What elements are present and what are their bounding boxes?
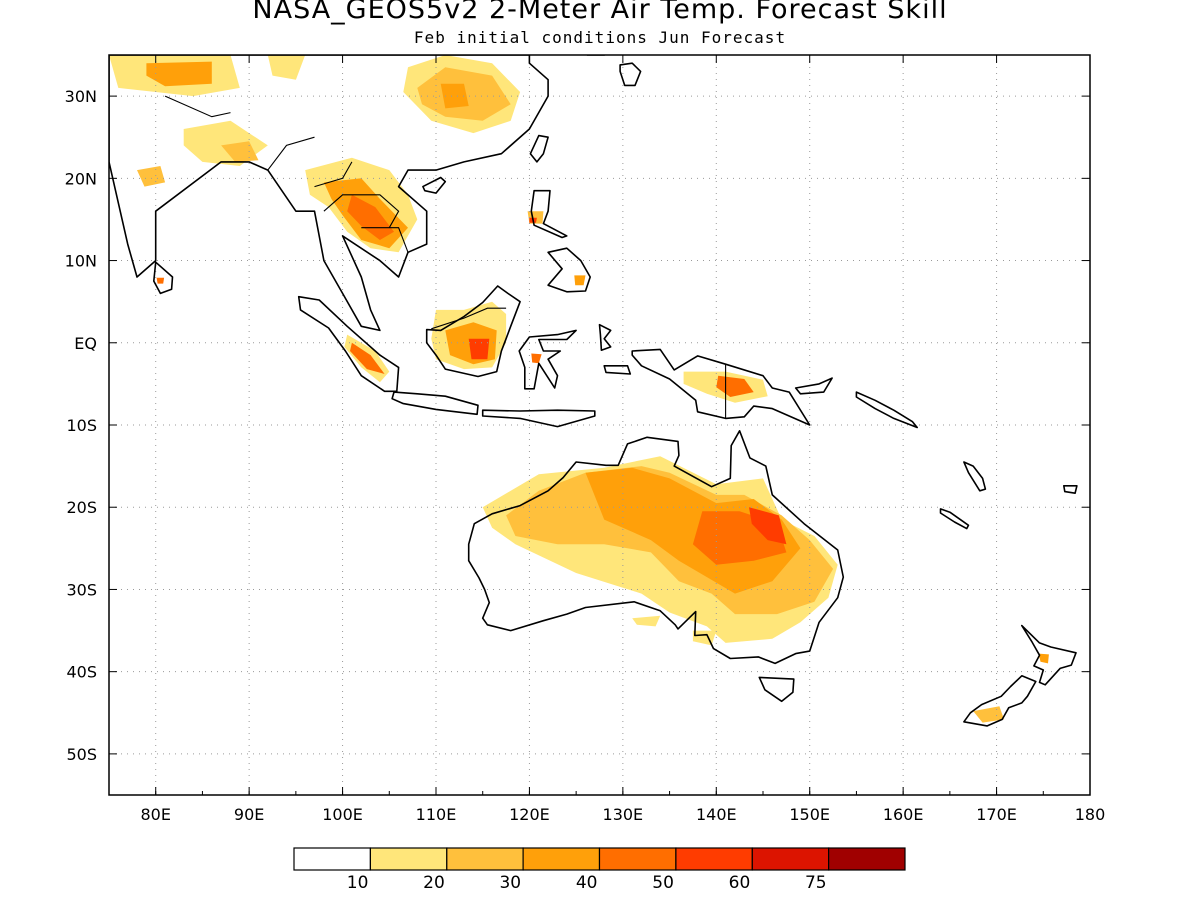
skill-contour-level-4 bbox=[347, 194, 394, 240]
coastline bbox=[109, 55, 549, 332]
colorbar-swatch bbox=[598, 847, 677, 871]
country-border bbox=[267, 136, 315, 171]
skill-contour-level-4 bbox=[531, 353, 542, 364]
colorbar-label: 50 bbox=[652, 873, 674, 893]
skill-contour-level-3 bbox=[574, 275, 586, 286]
colorbar-label: 75 bbox=[805, 873, 827, 893]
coastline bbox=[481, 409, 596, 428]
coastline bbox=[631, 348, 811, 426]
skill-fill-layer bbox=[109, 55, 1049, 723]
country-borders bbox=[164, 95, 727, 419]
lon-tick-label: 170E bbox=[976, 805, 1017, 824]
skill-contour-level-2 bbox=[973, 706, 1004, 723]
map-frame bbox=[108, 54, 1091, 796]
coastline bbox=[758, 676, 795, 703]
skill-contour-level-2 bbox=[221, 141, 259, 162]
country-border bbox=[361, 227, 409, 253]
colorbar-label: 30 bbox=[499, 873, 521, 893]
colorbar-swatch bbox=[522, 847, 601, 871]
lon-tick-label: 180 bbox=[1075, 805, 1106, 824]
coastline bbox=[425, 285, 521, 378]
coastline bbox=[603, 364, 632, 375]
colorbar-swatch bbox=[827, 847, 906, 871]
coastline bbox=[619, 62, 642, 87]
longitude-axis: 80E 90E 100E 110E 120E 130E 140E 150E 160E 170E 18… bbox=[108, 55, 1106, 824]
map-title: NASA_GEOS5v2 2-Meter Air Temp. Forecast … bbox=[252, 0, 948, 25]
coastline bbox=[963, 674, 1037, 727]
colorbar-swatch bbox=[446, 847, 524, 871]
lon-tick-label: 110E bbox=[416, 805, 457, 824]
lat-tick-label: 50S bbox=[66, 745, 97, 764]
lat-tick-label: 10N bbox=[65, 252, 97, 271]
coastline bbox=[963, 461, 987, 492]
lat-tick-label: 10S bbox=[66, 416, 97, 435]
country-border bbox=[314, 161, 353, 188]
coastline bbox=[794, 377, 833, 395]
coastline bbox=[1020, 624, 1077, 686]
colorbar-label: 20 bbox=[423, 873, 445, 893]
skill-contour-level-3 bbox=[440, 83, 469, 109]
lat-tick-label: 20N bbox=[65, 169, 97, 188]
skill-contour-level-3 bbox=[146, 61, 212, 87]
lon-tick-label: 130E bbox=[603, 805, 644, 824]
coastline bbox=[391, 391, 479, 416]
coastline bbox=[467, 429, 845, 665]
skill-contour-level-4 bbox=[156, 277, 165, 284]
coastline bbox=[586, 55, 607, 56]
skill-contour-level-3 bbox=[1038, 653, 1049, 664]
skill-contour-level-2 bbox=[137, 166, 166, 187]
colorbar: 10 20 30 40 50 60 75 bbox=[293, 847, 906, 893]
colorbar-swatch bbox=[675, 847, 753, 871]
coastline bbox=[939, 508, 970, 530]
skill-contour-level-4 bbox=[350, 342, 385, 374]
map-subtitle: Feb initial conditions Jun Forecast bbox=[413, 28, 787, 47]
skill-contour-level-5 bbox=[749, 507, 787, 545]
lon-tick-label: 80E bbox=[140, 805, 170, 824]
coastline bbox=[855, 391, 919, 429]
lon-tick-label: 90E bbox=[234, 805, 264, 824]
colorbar-swatch bbox=[369, 847, 448, 871]
lat-tick-label: 20S bbox=[66, 498, 97, 517]
lon-tick-label: 120E bbox=[509, 805, 550, 824]
skill-contour-level-5 bbox=[468, 338, 490, 360]
colorbar-label: 60 bbox=[729, 873, 751, 893]
coastline bbox=[529, 134, 549, 163]
latitude-axis: 30N 20N 10N EQ 10S 20S 30S 40S 50S bbox=[65, 87, 1090, 764]
country-border bbox=[323, 194, 400, 228]
coastline bbox=[598, 323, 612, 352]
coastline bbox=[297, 295, 400, 393]
lon-tick-label: 160E bbox=[883, 805, 924, 824]
skill-contour-level-1 bbox=[692, 630, 717, 646]
coastline bbox=[530, 189, 568, 239]
skill-contour-level-1 bbox=[632, 615, 661, 627]
lon-tick-label: 150E bbox=[789, 805, 830, 824]
coastline-layer bbox=[109, 55, 1078, 727]
colorbar-swatch bbox=[293, 847, 372, 871]
lat-tick-label: 40S bbox=[66, 663, 97, 682]
graticule bbox=[109, 55, 1090, 795]
colorbar-swatch bbox=[751, 847, 830, 871]
colorbar-label: 40 bbox=[576, 873, 598, 893]
coastline bbox=[547, 247, 592, 293]
skill-contour-level-3 bbox=[585, 467, 801, 594]
coastline bbox=[1063, 484, 1078, 495]
lat-tick-label: 30S bbox=[66, 580, 97, 599]
country-border bbox=[431, 307, 507, 330]
coastline bbox=[518, 329, 577, 390]
lat-tick-label: 30N bbox=[65, 87, 97, 106]
lat-tick-label: EQ bbox=[74, 334, 97, 353]
colorbar-label: 10 bbox=[347, 873, 369, 893]
lon-tick-label: 140E bbox=[696, 805, 737, 824]
coastline bbox=[153, 261, 174, 295]
lon-tick-label: 100E bbox=[322, 805, 363, 824]
skill-contour-level-1 bbox=[267, 55, 306, 80]
coastline bbox=[422, 176, 447, 194]
country-border bbox=[164, 95, 231, 118]
